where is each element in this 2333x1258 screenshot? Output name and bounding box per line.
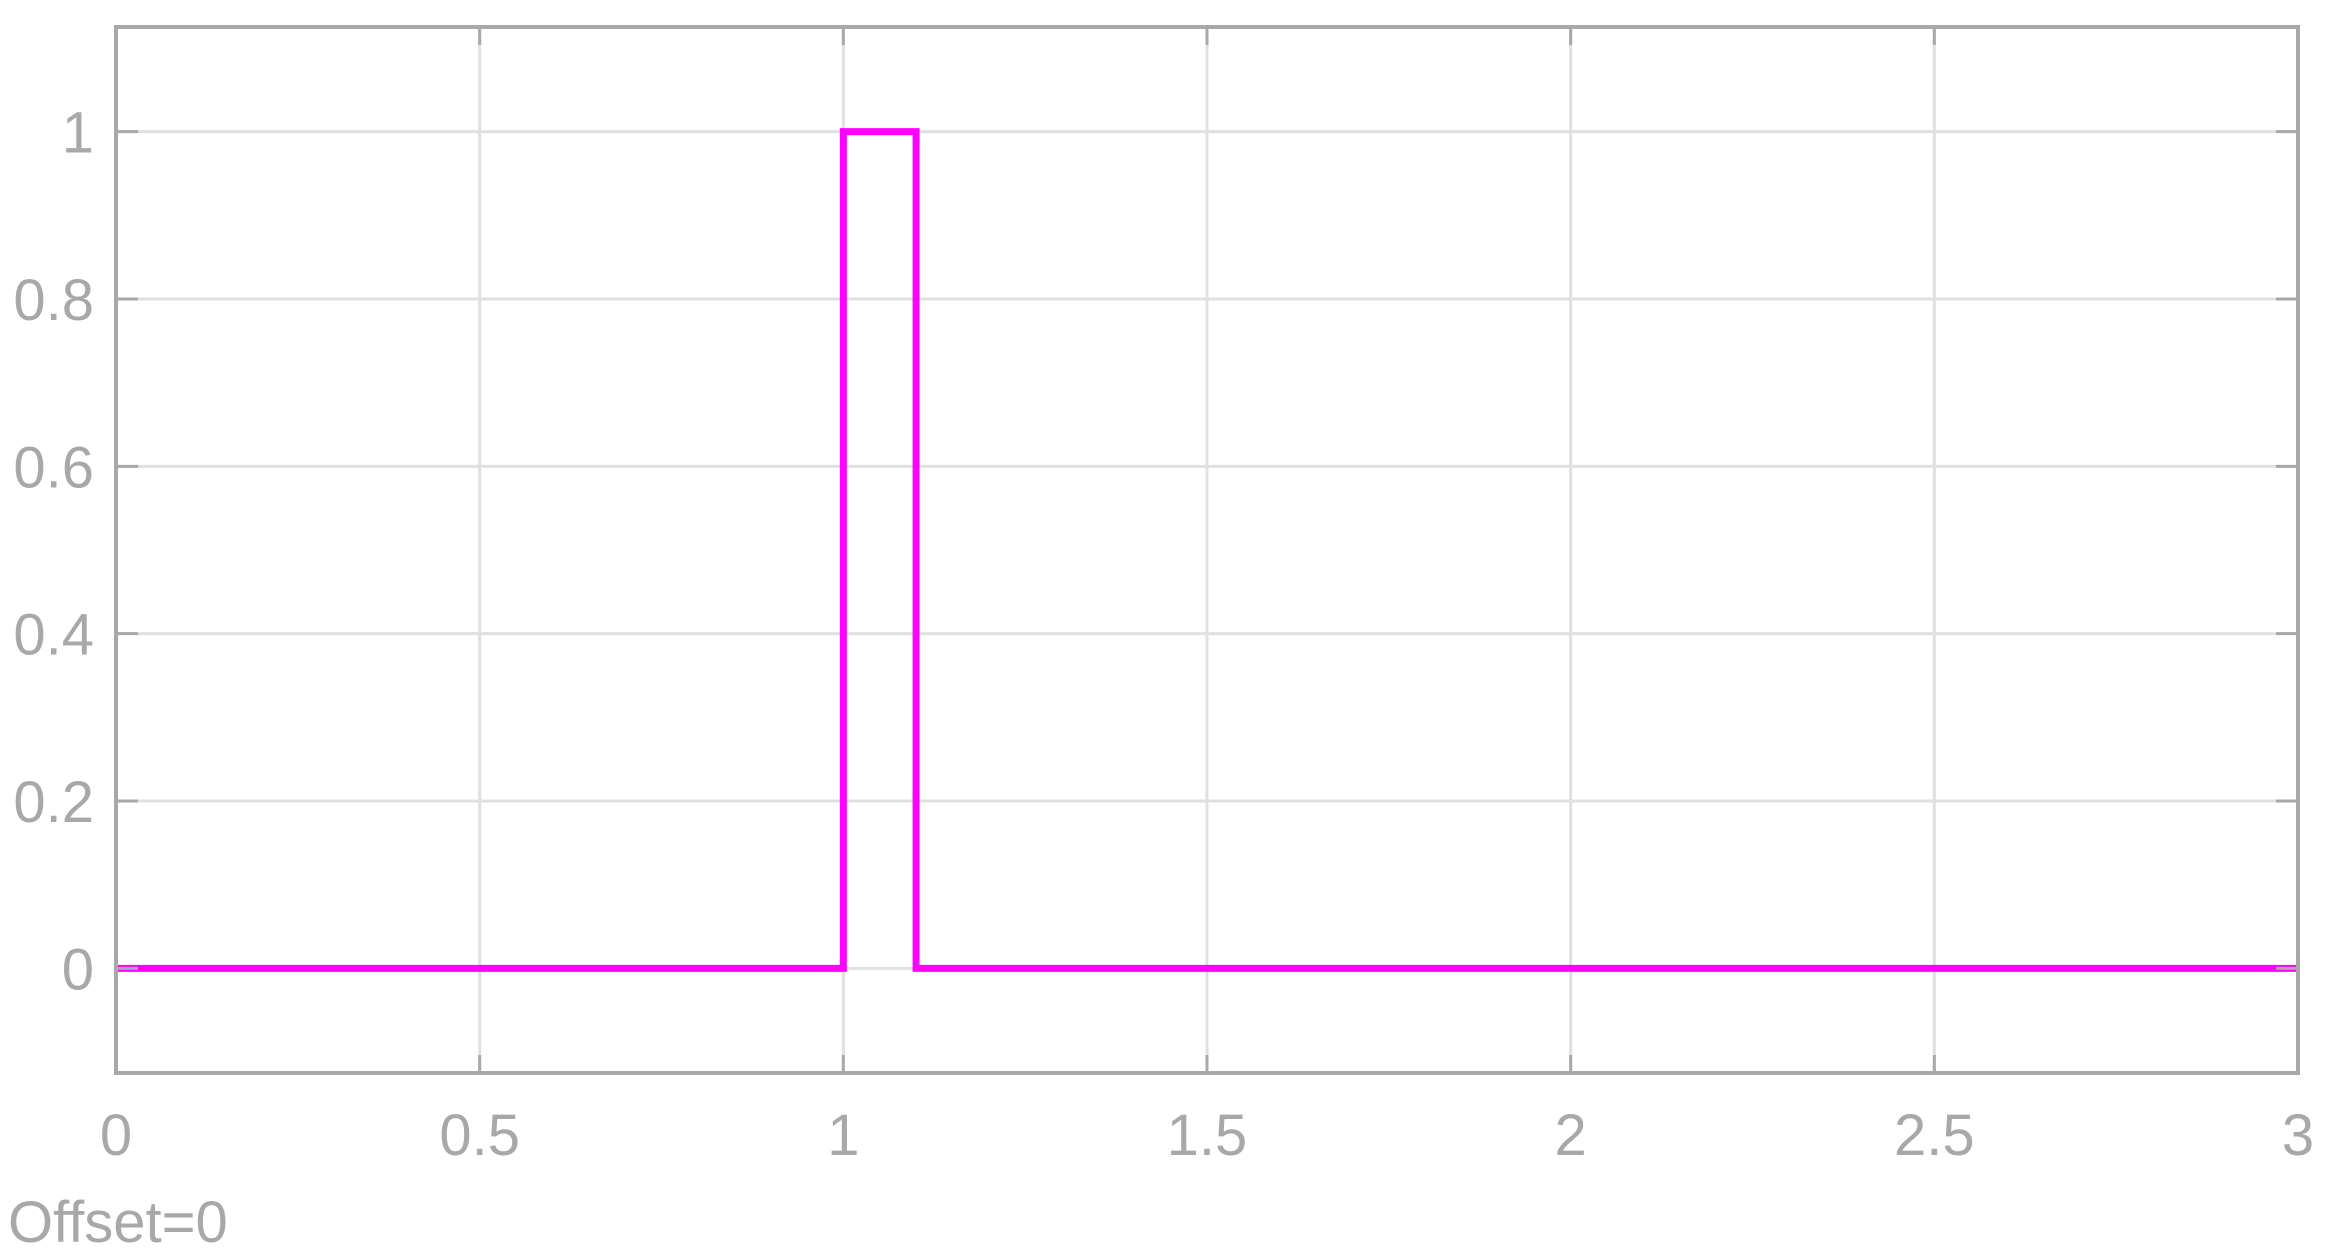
x-tick-label: 2 bbox=[1555, 1103, 1587, 1168]
x-tick-label: 1 bbox=[827, 1103, 859, 1168]
label-layer: 0 0.5 1 1.5 2 2.5 3 0 0.2 0.4 0.6 0.8 1 bbox=[13, 101, 2314, 1168]
x-tick-label: 1.5 bbox=[1167, 1103, 1248, 1168]
x-tick-label: 3 bbox=[2282, 1103, 2314, 1168]
y-tick-label: 0 bbox=[62, 937, 94, 1002]
y-tick-label: 0.2 bbox=[13, 770, 94, 835]
x-tick-label: 0 bbox=[100, 1103, 132, 1168]
series-layer bbox=[116, 128, 2298, 972]
y-tick-label: 0.6 bbox=[13, 435, 94, 500]
y-tick-label: 0.8 bbox=[13, 268, 94, 333]
y-tick-label: 0.4 bbox=[13, 603, 94, 668]
series-line bbox=[116, 128, 2298, 972]
x-tick-label: 2.5 bbox=[1894, 1103, 1975, 1168]
y-tick-label: 1 bbox=[62, 101, 94, 166]
offset-annotation: Offset=0 bbox=[8, 1190, 228, 1255]
x-tick-label: 0.5 bbox=[439, 1103, 520, 1168]
tick-layer bbox=[114, 27, 2300, 1073]
